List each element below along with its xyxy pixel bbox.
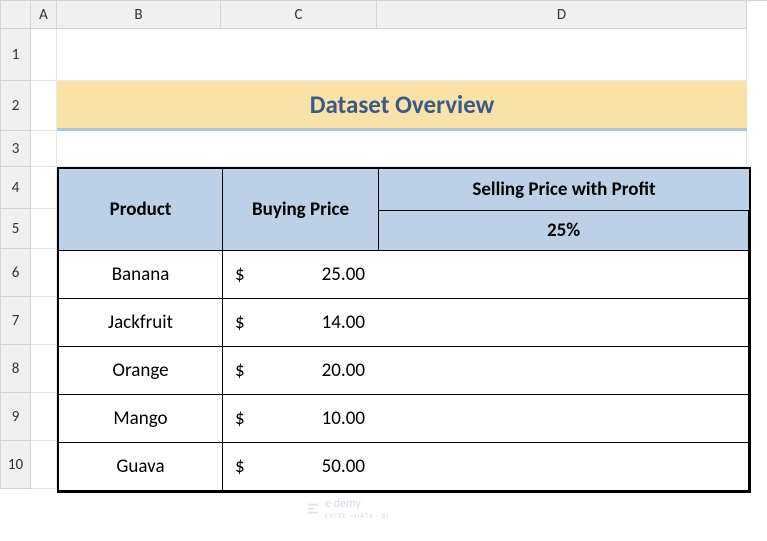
th-selling-price[interactable]: Selling Price with Profit: [379, 169, 749, 211]
th-product[interactable]: Product: [59, 169, 223, 251]
price-value: 50.00: [322, 455, 365, 478]
cell-a8[interactable]: [31, 345, 57, 393]
cell-a3[interactable]: [31, 131, 57, 167]
cell-a10[interactable]: [31, 441, 57, 489]
selling-cell[interactable]: [379, 443, 749, 491]
product-cell[interactable]: Jackfruit: [59, 299, 223, 347]
price-cell[interactable]: $10.00: [223, 395, 379, 443]
cell-a9[interactable]: [31, 393, 57, 441]
price-value: 20.00: [322, 359, 365, 382]
product-cell[interactable]: Orange: [59, 347, 223, 395]
watermark: e demy EXCEL · DATA · BI: [305, 497, 389, 520]
price-value: 25.00: [322, 263, 365, 286]
currency-symbol: $: [235, 455, 245, 478]
product-cell[interactable]: Mango: [59, 395, 223, 443]
currency-symbol: $: [235, 263, 245, 286]
selling-cell[interactable]: [379, 347, 749, 395]
th-buying-price[interactable]: Buying Price: [223, 169, 379, 251]
price-value: 14.00: [322, 311, 365, 334]
cell-b1-d1[interactable]: [57, 29, 747, 81]
cell-a5[interactable]: [31, 209, 57, 249]
currency-symbol: $: [235, 407, 245, 430]
row-hdr-2[interactable]: 2: [1, 81, 31, 131]
row-hdr-4[interactable]: 4: [1, 167, 31, 209]
currency-symbol: $: [235, 359, 245, 382]
row-hdr-3[interactable]: 3: [1, 131, 31, 167]
cell-a1[interactable]: [31, 29, 57, 81]
col-hdr-b[interactable]: B: [57, 1, 221, 29]
row-hdr-1[interactable]: 1: [1, 29, 31, 81]
selling-cell[interactable]: [379, 395, 749, 443]
row-hdr-9[interactable]: 9: [1, 393, 31, 441]
row-hdr-7[interactable]: 7: [1, 297, 31, 345]
data-table-region: Product Buying Price Selling Price with …: [57, 167, 747, 489]
data-table: Product Buying Price Selling Price with …: [57, 167, 751, 493]
currency-symbol: $: [235, 311, 245, 334]
row-hdr-10[interactable]: 10: [1, 441, 31, 489]
row-hdr-8[interactable]: 8: [1, 345, 31, 393]
col-hdr-a[interactable]: A: [31, 1, 57, 29]
th-profit-pct[interactable]: 25%: [379, 211, 749, 251]
watermark-subtext: EXCEL · DATA · BI: [325, 511, 389, 520]
price-cell[interactable]: $20.00: [223, 347, 379, 395]
cell-b3-d3[interactable]: [57, 131, 747, 167]
title-cell[interactable]: Dataset Overview: [57, 81, 747, 131]
row-hdr-6[interactable]: 6: [1, 249, 31, 297]
select-all-corner[interactable]: [1, 1, 31, 29]
selling-cell[interactable]: [379, 251, 749, 299]
watermark-text: e demy: [325, 497, 389, 511]
watermark-icon: [305, 501, 321, 517]
selling-cell[interactable]: [379, 299, 749, 347]
product-cell[interactable]: Guava: [59, 443, 223, 491]
cell-a6[interactable]: [31, 249, 57, 297]
cell-a7[interactable]: [31, 297, 57, 345]
price-value: 10.00: [322, 407, 365, 430]
col-hdr-d[interactable]: D: [377, 1, 747, 29]
price-cell[interactable]: $14.00: [223, 299, 379, 347]
cell-a2[interactable]: [31, 81, 57, 131]
price-cell[interactable]: $25.00: [223, 251, 379, 299]
price-cell[interactable]: $50.00: [223, 443, 379, 491]
col-hdr-c[interactable]: C: [221, 1, 377, 29]
cell-a4[interactable]: [31, 167, 57, 209]
product-cell[interactable]: Banana: [59, 251, 223, 299]
row-hdr-5[interactable]: 5: [1, 209, 31, 249]
worksheet-grid: A B C D 1 2 Dataset Overview 3 4 Product…: [0, 0, 767, 489]
